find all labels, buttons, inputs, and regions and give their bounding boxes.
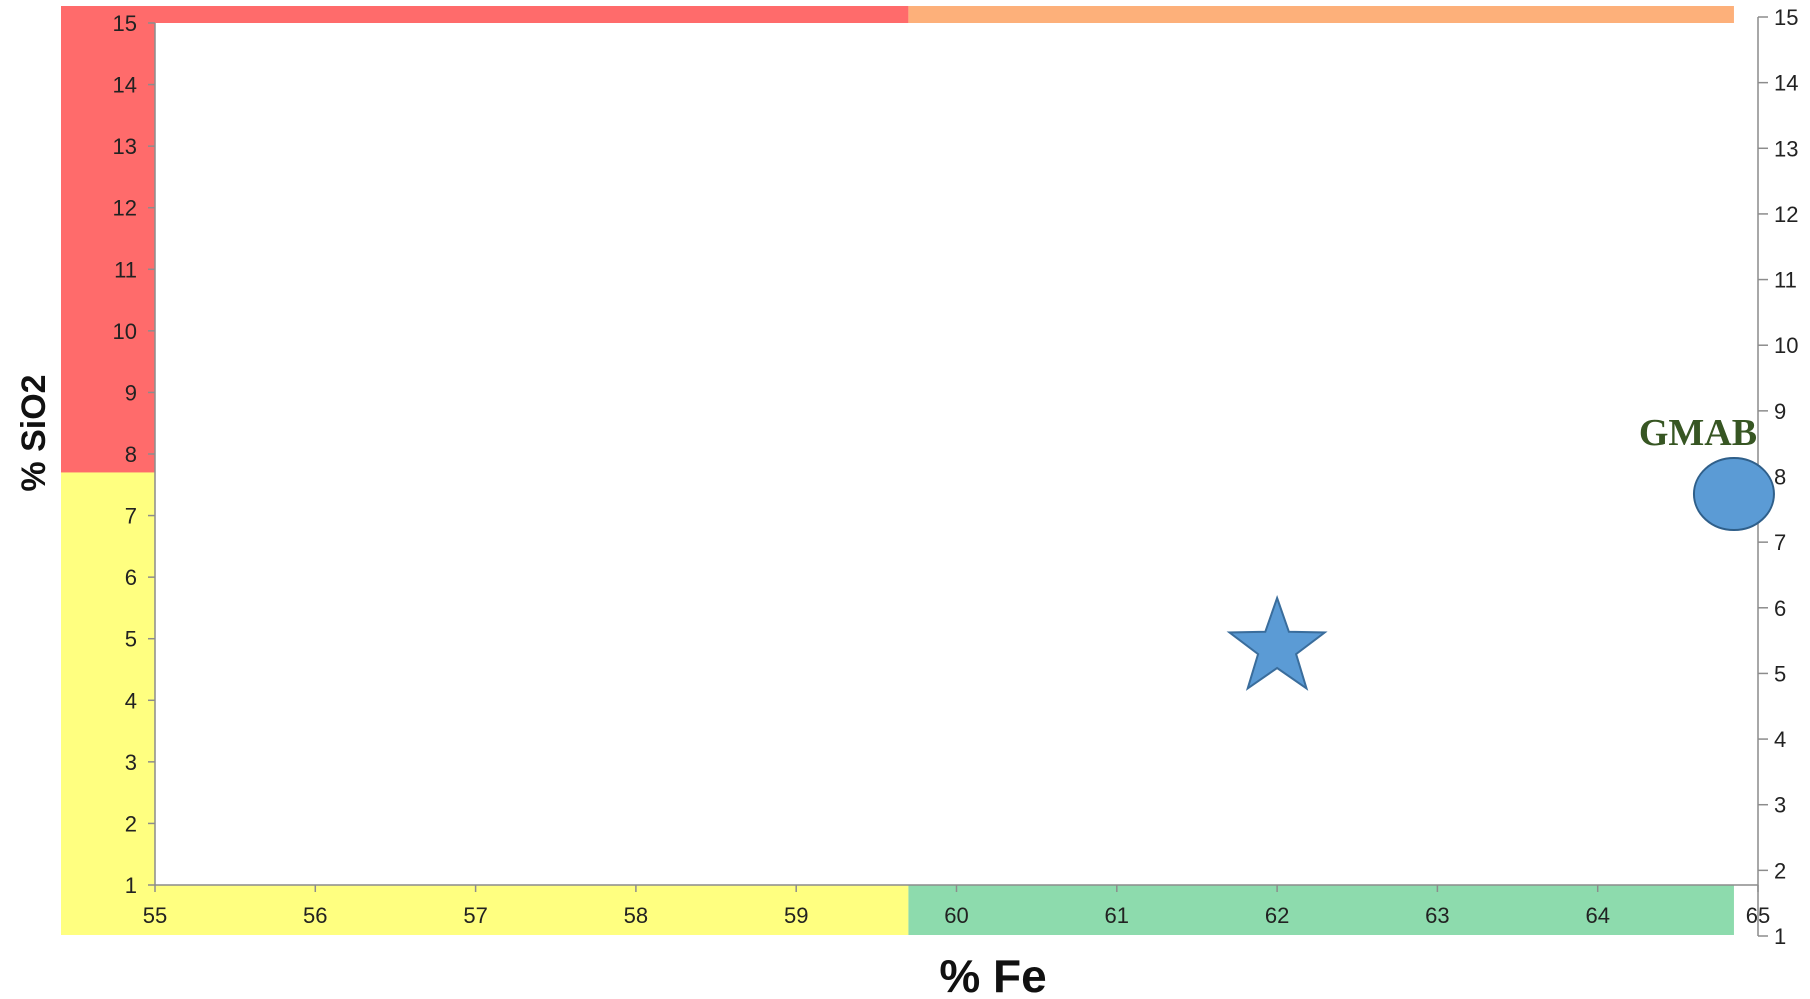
right-tick-label: 3 — [1774, 793, 1786, 818]
right-tick-label: 6 — [1774, 596, 1786, 621]
y-tick-label: 15 — [113, 11, 137, 36]
zone-top-right — [908, 6, 1734, 23]
zone-bottom-left — [61, 885, 909, 935]
zone-layer — [61, 6, 1734, 935]
x-tick-label: 59 — [784, 903, 808, 928]
x-tick-label: 62 — [1265, 903, 1289, 928]
right-tick-label: 9 — [1774, 399, 1786, 424]
y-tick-label: 14 — [113, 73, 137, 98]
y-tick-label: 10 — [113, 319, 137, 344]
zone-bottom-right — [908, 885, 1734, 935]
x-tick-label: 58 — [624, 903, 648, 928]
zone-top-left — [61, 6, 909, 23]
x-tick-label: 64 — [1585, 903, 1609, 928]
circle-marker — [1692, 457, 1775, 532]
star-marker — [1226, 594, 1328, 691]
y-tick-label: 7 — [125, 504, 137, 529]
tick-layer: 55 56 57 58 59 60 61 62 63 64 65123456789101112131… — [113, 5, 1799, 949]
y-tick-label: 1 — [125, 873, 137, 898]
y-tick-label: 9 — [125, 380, 137, 405]
y-tick-label: 13 — [113, 134, 137, 159]
right-tick-label: 10 — [1774, 333, 1798, 358]
x-tick-label: 56 — [303, 903, 327, 928]
right-tick-label: 2 — [1774, 858, 1786, 883]
right-tick-label: 1 — [1774, 924, 1786, 949]
right-tick-label: 11 — [1774, 268, 1797, 293]
x-tick-label: 57 — [463, 903, 487, 928]
right-tick-label: 15 — [1774, 5, 1798, 30]
x-tick-label: 55 — [143, 903, 167, 928]
right-tick-label: 12 — [1774, 202, 1798, 227]
y-tick-label: 2 — [125, 811, 137, 836]
y-tick-label: 8 — [125, 442, 137, 467]
x-tick-label: 60 — [944, 903, 968, 928]
right-tick-label: 14 — [1774, 71, 1798, 96]
right-tick-label: 7 — [1774, 530, 1786, 555]
points-layer: GMAB — [1226, 412, 1775, 691]
right-tick-label: 13 — [1774, 136, 1798, 161]
y-tick-label: 3 — [125, 750, 137, 775]
right-tick-label: 8 — [1774, 465, 1786, 490]
x-tick-label: 63 — [1425, 903, 1449, 928]
right-tick-label: 5 — [1774, 661, 1786, 686]
y-tick-label: 11 — [114, 257, 137, 282]
zone-left-lower — [61, 472, 155, 935]
y-tick-label: 6 — [125, 565, 137, 590]
x-tick-label: 61 — [1105, 903, 1129, 928]
y-axis-title: % SiO2 — [15, 374, 53, 491]
right-tick-label: 4 — [1774, 727, 1786, 752]
point-label: GMAB — [1639, 412, 1757, 454]
y-tick-label: 4 — [125, 688, 137, 713]
y-tick-label: 5 — [125, 627, 137, 652]
plot-area — [155, 23, 1758, 885]
zone-left-upper — [61, 6, 155, 473]
x-axis-title: % Fe — [939, 950, 1046, 999]
x-tick-label: 65 — [1746, 903, 1770, 928]
y-tick-label: 12 — [113, 196, 137, 221]
